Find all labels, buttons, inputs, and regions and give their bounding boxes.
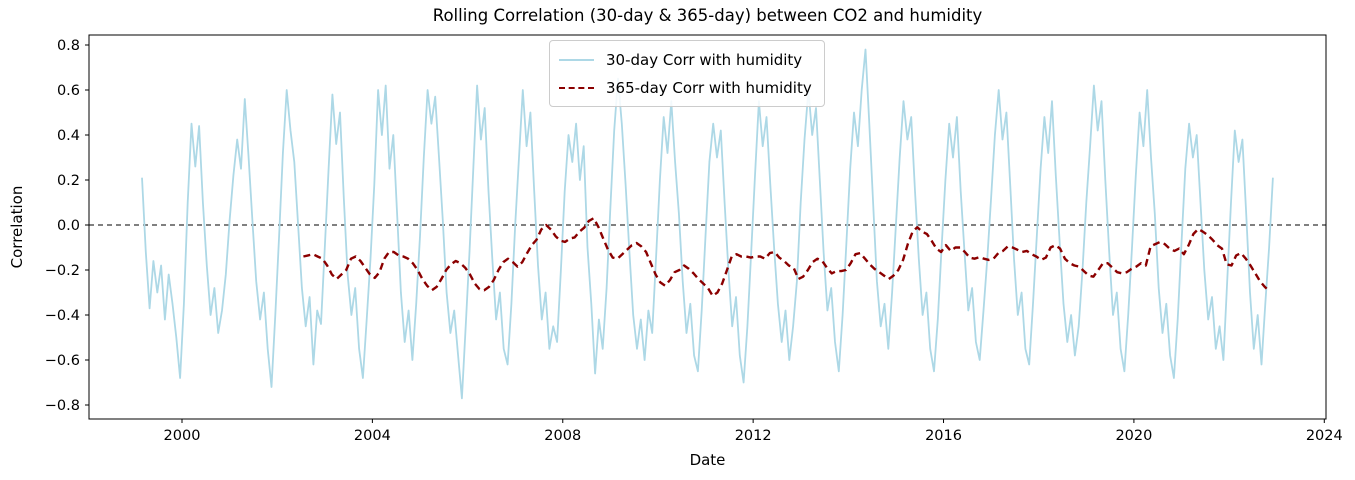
y-tick-label: −0.6 <box>45 353 80 369</box>
x-tick-label: 2000 <box>164 428 201 444</box>
y-axis-label: Correlation <box>8 185 26 269</box>
y-tick-label: 0.0 <box>57 218 80 234</box>
y-tick-label: −0.4 <box>45 308 80 324</box>
legend: 30-day Corr with humidity 365-day Corr w… <box>549 40 825 107</box>
y-tick-label: −0.8 <box>45 398 80 414</box>
legend-label-30day: 30-day Corr with humidity <box>606 50 803 69</box>
x-tick-label: 2012 <box>735 428 772 444</box>
chart-title: Rolling Correlation (30-day & 365-day) b… <box>432 6 983 25</box>
series-365day-line <box>303 217 1271 298</box>
legend-label-365day: 365-day Corr with humidity <box>606 78 812 97</box>
x-axis-label: Date <box>689 451 726 469</box>
y-tick-label: 0.4 <box>57 128 80 144</box>
x-tick-label: 2004 <box>354 428 391 444</box>
x-tick-label: 2008 <box>544 428 581 444</box>
legend-line-sample-365day <box>559 86 594 89</box>
y-tick-label: 0.8 <box>57 38 80 54</box>
axes-frame <box>88 34 1327 420</box>
legend-item-365day: 365-day Corr with humidity <box>559 76 812 99</box>
y-tick-label: −0.2 <box>45 263 80 279</box>
y-tick-label: 0.2 <box>57 173 80 189</box>
y-tick-label: 0.6 <box>57 83 80 99</box>
x-tick-label: 2024 <box>1306 428 1343 444</box>
legend-item-30day: 30-day Corr with humidity <box>559 48 812 71</box>
series-30day-line <box>141 48 1274 400</box>
legend-line-sample-30day <box>559 58 594 61</box>
x-tick-label: 2016 <box>925 428 962 444</box>
x-tick-label: 2020 <box>1115 428 1152 444</box>
